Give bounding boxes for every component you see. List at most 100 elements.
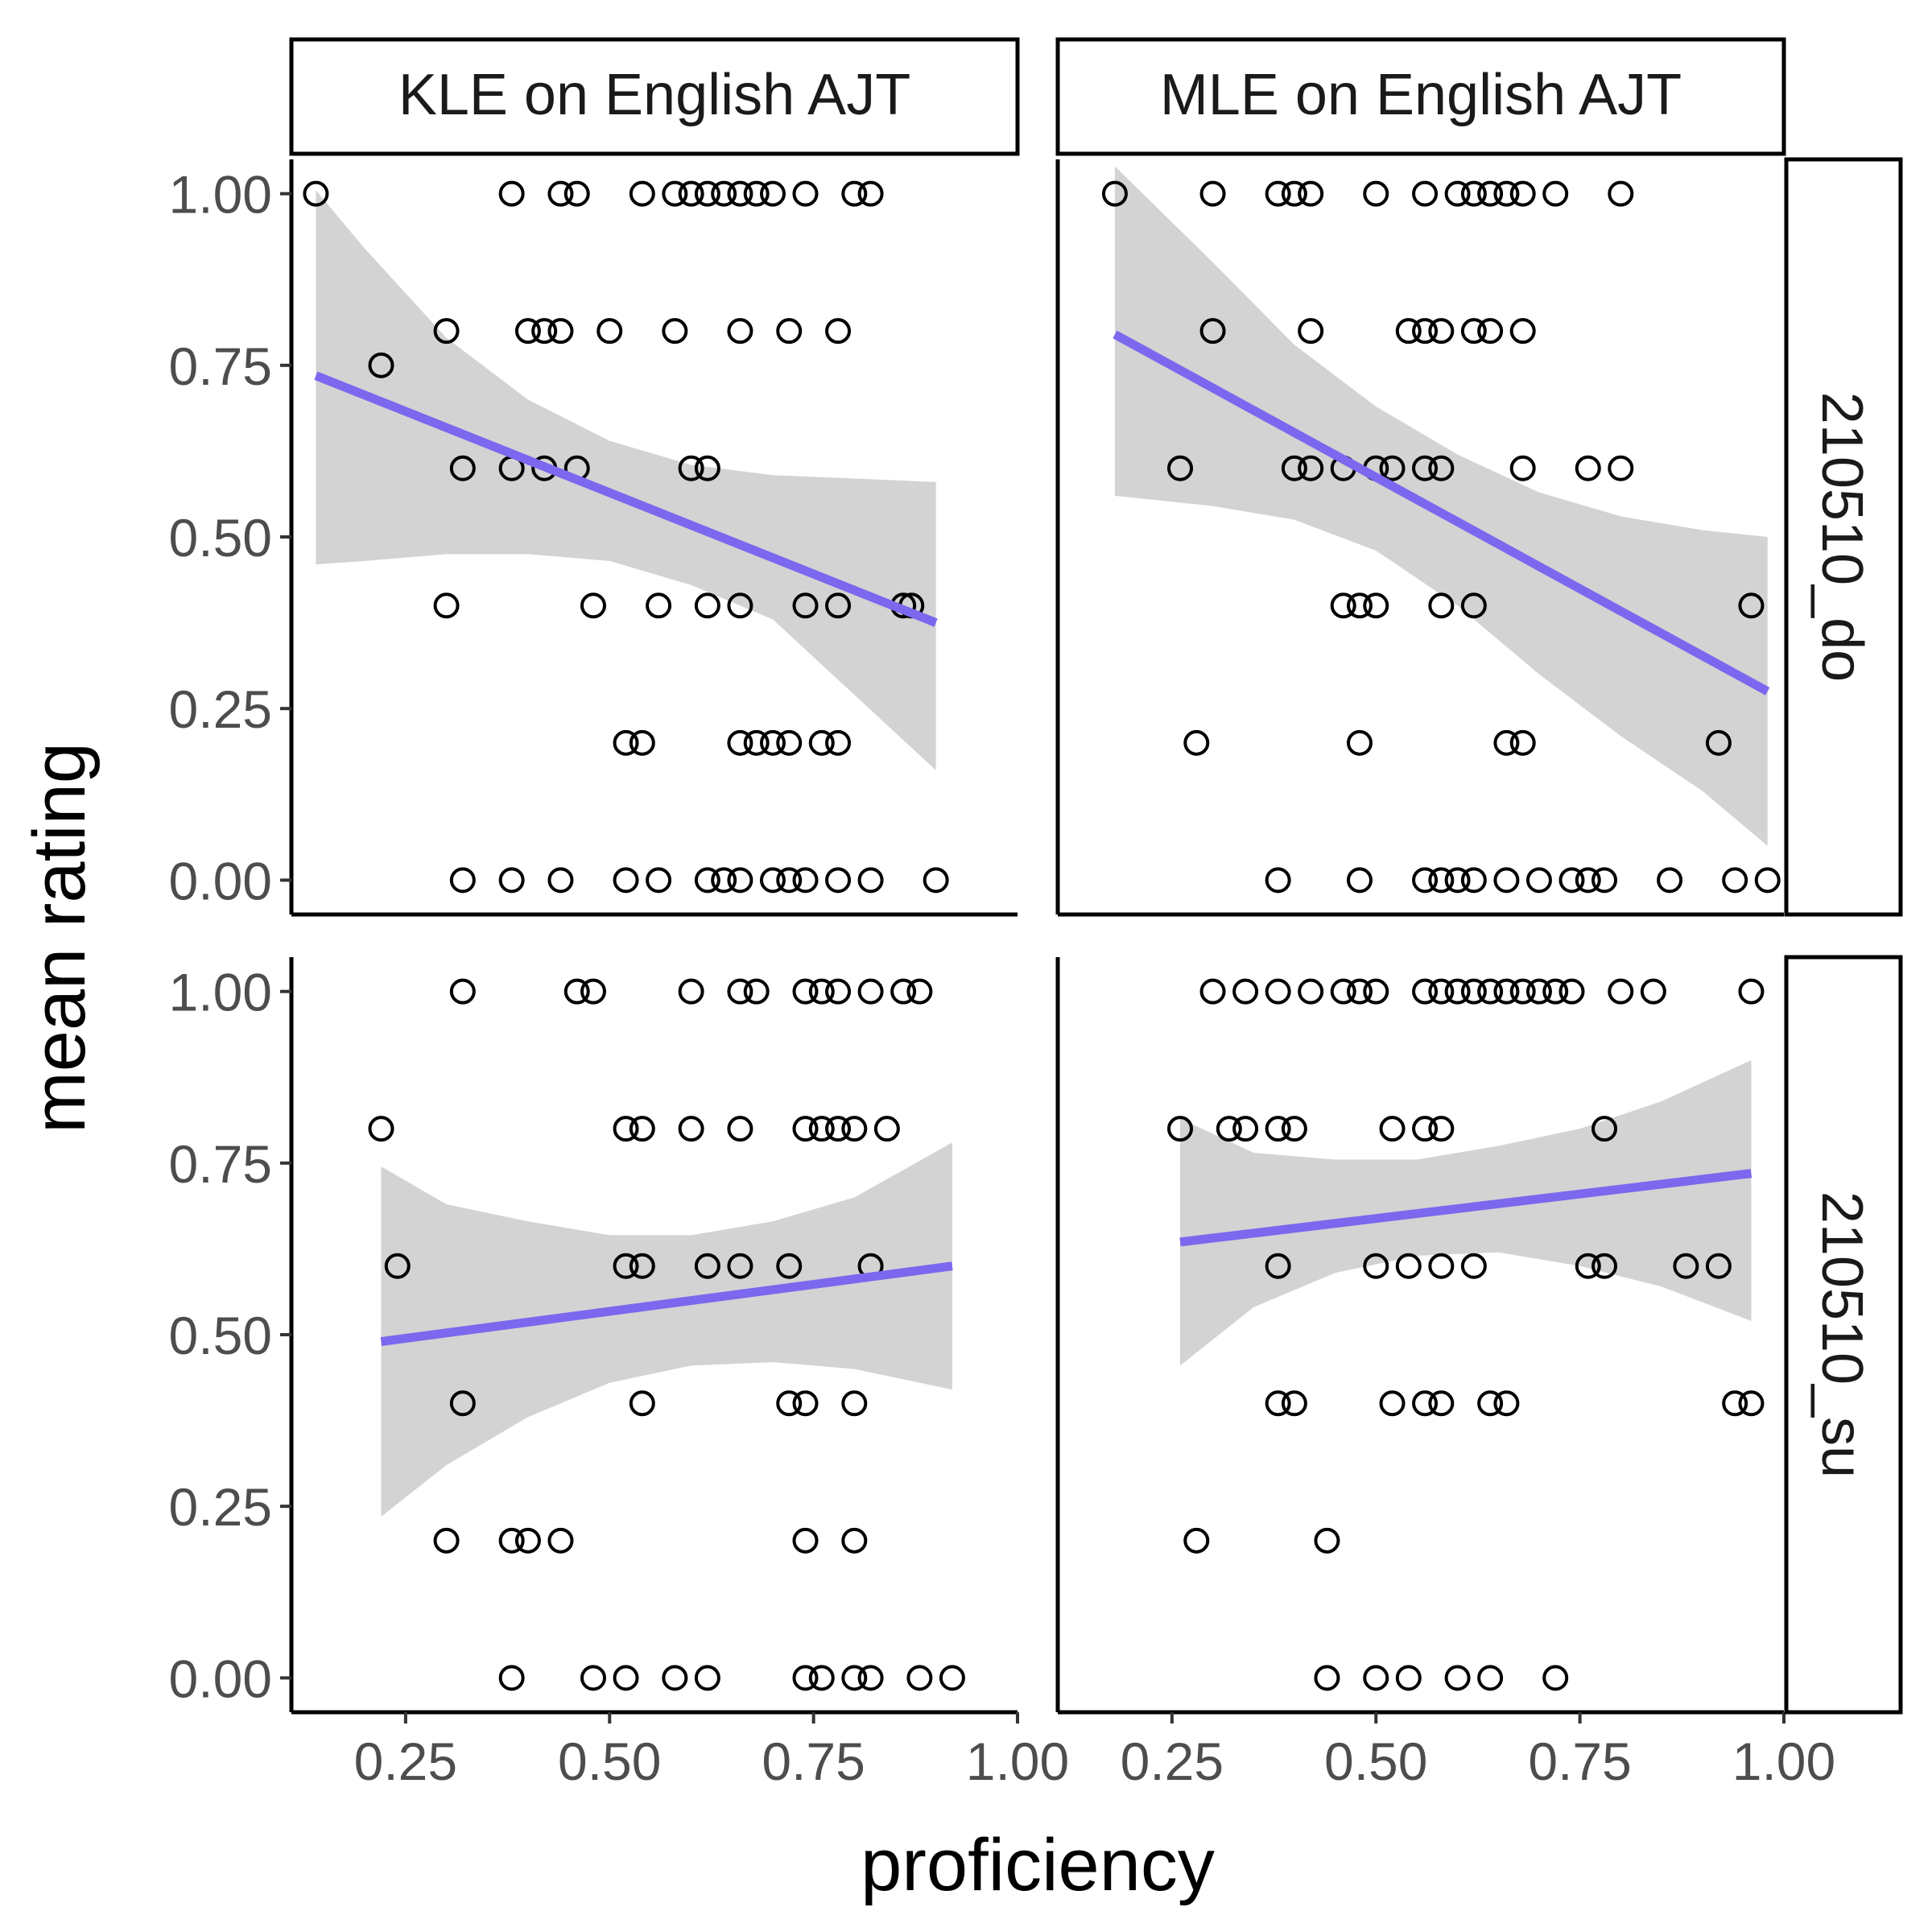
data-point [890,978,917,1005]
data-point [776,867,803,894]
data-point [727,1253,753,1279]
x-tick-label: 1.00 [1732,1732,1835,1791]
row-strip-label-1: 210510_su [1810,1191,1874,1478]
data-point [792,1116,819,1142]
data-point [1379,455,1406,481]
data-point [1460,867,1487,894]
y-tick-label: 0.25 [169,679,272,739]
data-point [1346,729,1373,756]
data-point [1575,1253,1601,1279]
data-point [547,867,574,894]
y-tick-label: 0.00 [169,1649,272,1708]
data-point [694,1253,720,1279]
data-point [808,1665,835,1691]
data-point [743,978,770,1005]
x-axis-title: proficiency [861,1824,1215,1906]
data-point [613,867,639,894]
data-point [825,867,852,894]
data-point [1183,729,1210,756]
data-point [1444,1665,1471,1691]
data-point [1509,978,1536,1005]
data-point [808,729,835,756]
data-point [1363,592,1389,619]
data-point [678,180,704,207]
data-point [1101,180,1128,207]
data-point [531,318,558,345]
data-point [1167,1116,1194,1142]
data-point [1509,455,1536,481]
data-point [792,1665,819,1691]
data-point [1412,318,1439,345]
data-point [792,1390,819,1417]
data-point [841,1116,868,1142]
row-strip-1: 210510_su [1784,955,1903,1715]
data-point [1281,1116,1307,1142]
data-point [433,1527,460,1554]
data-point [449,1390,476,1417]
data-point [711,180,737,207]
data-point [711,867,737,894]
data-point [1265,1390,1291,1417]
data-point [1363,1253,1389,1279]
data-point [857,867,884,894]
x-tick-label: 1.00 [966,1732,1069,1791]
y-tick-label: 0.50 [169,508,272,568]
data-point [678,978,704,1005]
data-point [580,592,606,619]
regression-line [1179,1169,1752,1247]
data-point [1608,180,1634,207]
data-point [759,729,786,756]
data-point [613,1665,639,1691]
data-point [1281,455,1307,481]
data-point [629,729,655,756]
column-strip-0: KLE on English AJT [289,37,1020,156]
data-point [646,867,672,894]
data-point [825,729,852,756]
data-point [1395,1253,1422,1279]
data-point [1395,1665,1422,1691]
data-point [564,180,590,207]
data-point [1542,978,1569,1005]
data-point [629,1253,655,1279]
data-point [727,180,753,207]
data-point [498,1527,525,1554]
data-point [1412,180,1439,207]
data-point [449,867,476,894]
data-point [776,1390,803,1417]
confidence-ribbon [381,1142,952,1517]
data-point [1330,978,1356,1005]
data-point [1412,1116,1439,1142]
panel-0-1 [1055,159,1784,917]
data-point [1460,978,1487,1005]
data-point [792,867,819,894]
data-point [1379,1116,1406,1142]
data-point [1477,1390,1504,1417]
data-point [449,455,476,481]
data-point [776,318,803,345]
data-point [1412,867,1439,894]
data-point [1509,729,1536,756]
regression-line [1113,330,1770,696]
data-point [1738,1390,1765,1417]
data-point [547,1527,574,1554]
data-point [1591,1253,1618,1279]
data-point [1314,1527,1340,1554]
data-point [1444,867,1471,894]
data-point [1265,978,1291,1005]
data-point [1542,1665,1569,1691]
data-point [1509,318,1536,345]
data-point [1477,1665,1504,1691]
data-point [727,729,753,756]
data-point [1412,455,1439,481]
y-tick-label: 1.00 [169,963,272,1022]
panel-0-0: 0.00 0.25 0.50 0.75 1.00 [169,159,1018,917]
data-point [727,978,753,1005]
data-point [1591,867,1618,894]
data-point [1216,1116,1242,1142]
data-point [547,318,574,345]
data-point [1558,867,1585,894]
panel-1-0: 0.00 0.25 0.50 0.75 1.00 0.25 0.50 0.75 1.00 [169,957,1069,1791]
data-point [857,1665,884,1691]
data-point [1493,180,1520,207]
x-tick-label: 0.50 [558,1732,661,1791]
